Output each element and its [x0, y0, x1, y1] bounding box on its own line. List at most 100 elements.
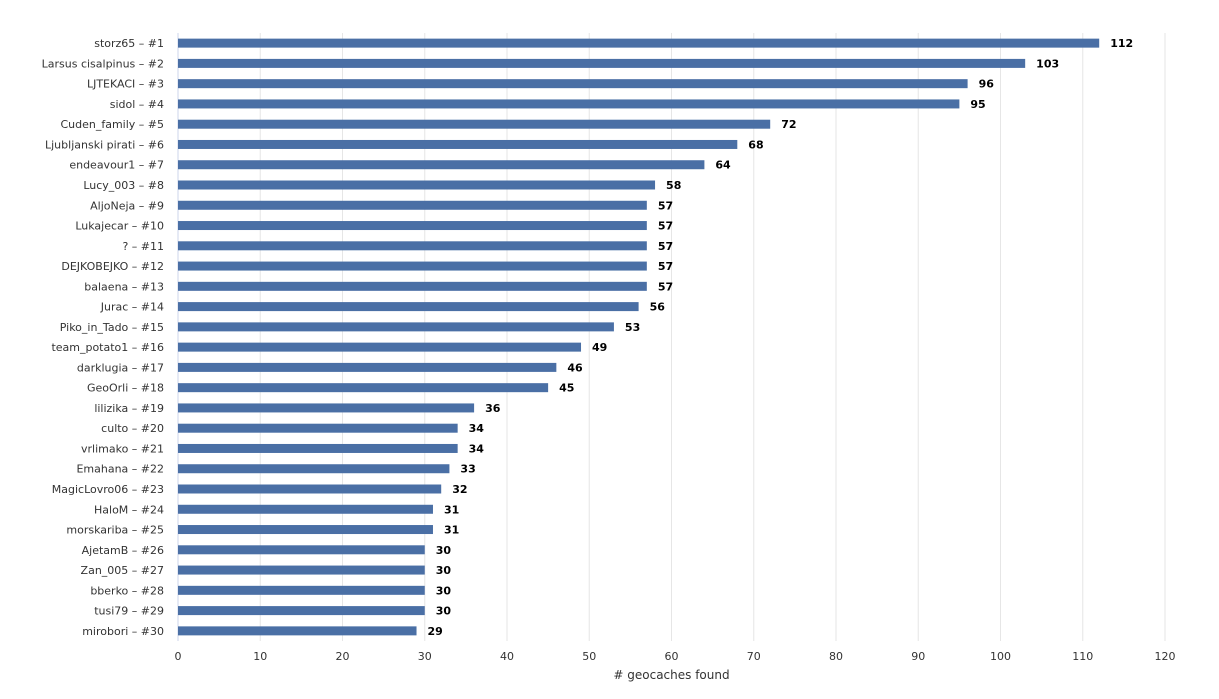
bar: [178, 119, 771, 129]
x-axis-ticks: 0 10 20 30 40 50 60 70 80 90 100 110 120: [175, 650, 1176, 663]
x-tick-label: 30: [418, 650, 432, 663]
bar: [178, 585, 425, 595]
bar: [178, 606, 425, 616]
category-label: HaloM – #24: [94, 503, 164, 516]
category-label: GeoOrli – #18: [87, 382, 164, 395]
bar: [178, 403, 475, 413]
bar: [178, 241, 647, 251]
bar: [178, 504, 433, 514]
bar: [178, 626, 417, 636]
data-label: 32: [452, 483, 467, 496]
data-label: 45: [559, 382, 574, 395]
bar: [178, 423, 458, 433]
category-label: MagicLovro06 – #23: [52, 483, 164, 496]
x-tick-label: 80: [829, 650, 843, 663]
data-label: 96: [979, 78, 995, 91]
category-label: DEJKOBEJKO – #12: [61, 260, 164, 273]
data-label: 30: [436, 544, 452, 557]
category-label: Larsus cisalpinus – #2: [42, 57, 164, 70]
category-label: endeavour1 – #7: [69, 159, 164, 172]
category-label: Cuden_family – #5: [60, 118, 164, 131]
bar: [178, 383, 549, 393]
bar: [178, 545, 425, 555]
category-label: morskariba – #25: [66, 524, 164, 537]
data-label: 34: [469, 422, 485, 435]
x-tick-label: 60: [665, 650, 679, 663]
category-label: culto – #20: [101, 422, 164, 435]
bar: [178, 139, 738, 149]
data-label: 95: [970, 98, 985, 111]
data-label: 72: [781, 118, 796, 131]
x-tick-label: 10: [253, 650, 267, 663]
bar: [178, 261, 647, 271]
data-label: 33: [460, 463, 475, 476]
category-label: Piko_in_Tado – #15: [60, 321, 164, 334]
data-label: 64: [715, 159, 731, 172]
data-label: 68: [748, 138, 763, 151]
category-label: Zan_005 – #27: [81, 564, 164, 577]
category-label: Lukajecar – #10: [75, 220, 164, 233]
bar: [178, 160, 705, 170]
category-label: ? – #11: [122, 240, 164, 253]
category-label: vrlimako – #21: [81, 442, 164, 455]
x-tick-label: 120: [1155, 650, 1176, 663]
category-label: Ljubljanski pirati – #6: [45, 138, 164, 151]
data-label: 57: [658, 280, 673, 293]
bar: [178, 342, 582, 352]
bar: [178, 58, 1026, 68]
bar: [178, 322, 614, 332]
category-label: balaena – #13: [84, 280, 164, 293]
data-label: 46: [567, 361, 583, 374]
x-tick-label: 100: [990, 650, 1011, 663]
category-labels: storz65 – #1 Larsus cisalpinus – #2 LJTEKA…: [42, 37, 164, 638]
bars: [178, 38, 1100, 636]
category-label: tusi79 – #29: [94, 605, 164, 618]
bar: [178, 281, 647, 291]
x-tick-label: 70: [747, 650, 761, 663]
category-label: Jurac – #14: [100, 301, 164, 314]
data-label: 57: [658, 260, 673, 273]
data-label: 57: [658, 199, 673, 212]
x-axis-title: # geocaches found: [613, 668, 729, 682]
bar: [178, 525, 433, 535]
category-label: storz65 – #1: [94, 37, 164, 50]
data-label: 49: [592, 341, 607, 354]
grid-lines: [177, 33, 1166, 641]
category-label: Emahana – #22: [76, 463, 164, 476]
bar: [178, 99, 960, 109]
data-label: 31: [444, 503, 459, 516]
data-label: 36: [485, 402, 501, 415]
category-label: darklugia – #17: [77, 361, 164, 374]
category-label: AjetamB – #26: [82, 544, 164, 557]
bar: [178, 79, 968, 89]
bar: [178, 484, 442, 494]
data-label: 53: [625, 321, 640, 334]
x-tick-label: 110: [1072, 650, 1093, 663]
category-label: AljoNeja – #9: [90, 199, 164, 212]
category-label: sidol – #4: [110, 98, 164, 111]
data-label: 57: [658, 220, 673, 233]
bar: [178, 362, 557, 372]
x-tick-label: 50: [582, 650, 596, 663]
category-label: team_potato1 – #16: [51, 341, 164, 354]
x-tick-label: 90: [911, 650, 925, 663]
data-label: 29: [428, 625, 443, 638]
bar: [178, 464, 450, 474]
bar: [178, 302, 639, 312]
category-label: LJTEKACI – #3: [87, 78, 164, 91]
category-label: mirobori – #30: [82, 625, 164, 638]
data-label: 103: [1036, 57, 1059, 70]
data-label: 57: [658, 240, 673, 253]
bar: [178, 565, 425, 575]
data-labels: 112 103 96 95 72 68 64 58 57 57 57 57 57 56 53 49 46 45 36…: [428, 37, 1134, 638]
bar: [178, 180, 656, 190]
x-tick-label: 20: [336, 650, 350, 663]
category-label: Lucy_003 – #8: [83, 179, 164, 192]
data-label: 31: [444, 524, 459, 537]
category-label: lilizika – #19: [94, 402, 164, 415]
bar: [178, 200, 647, 210]
bar: [178, 38, 1100, 48]
data-label: 56: [650, 301, 666, 314]
bar: [178, 221, 647, 231]
